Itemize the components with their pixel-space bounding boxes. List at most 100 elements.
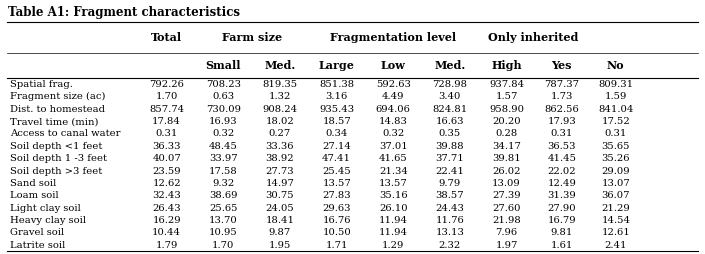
Text: Total: Total <box>151 32 182 43</box>
Text: 17.93: 17.93 <box>548 117 576 126</box>
Text: 31.39: 31.39 <box>548 191 576 200</box>
Text: 12.49: 12.49 <box>547 179 576 188</box>
Text: 32.43: 32.43 <box>152 191 181 200</box>
Text: 857.74: 857.74 <box>149 105 184 114</box>
Text: 13.57: 13.57 <box>379 179 407 188</box>
Text: 12.61: 12.61 <box>601 228 630 237</box>
Text: Light clay soil: Light clay soil <box>10 204 80 213</box>
Text: 18.02: 18.02 <box>266 117 294 126</box>
Text: 13.13: 13.13 <box>436 228 465 237</box>
Text: 3.40: 3.40 <box>439 92 461 101</box>
Text: 21.34: 21.34 <box>379 167 407 176</box>
Text: 851.38: 851.38 <box>319 80 354 89</box>
Text: 1.70: 1.70 <box>212 241 235 250</box>
Text: 35.16: 35.16 <box>379 191 407 200</box>
Text: 1.29: 1.29 <box>382 241 405 250</box>
Text: 824.81: 824.81 <box>432 105 467 114</box>
Text: 38.69: 38.69 <box>209 191 238 200</box>
Text: 1.59: 1.59 <box>605 92 627 101</box>
Text: 908.24: 908.24 <box>262 105 298 114</box>
Text: 26.43: 26.43 <box>152 204 181 213</box>
Text: 22.41: 22.41 <box>436 167 465 176</box>
Text: 1.97: 1.97 <box>496 241 517 250</box>
Text: 7.96: 7.96 <box>496 228 517 237</box>
Text: 0.31: 0.31 <box>605 130 627 138</box>
Text: Only inherited: Only inherited <box>489 32 579 43</box>
Text: 1.71: 1.71 <box>326 241 348 250</box>
Text: Fragment size (ac): Fragment size (ac) <box>10 92 105 101</box>
Text: Access to canal water: Access to canal water <box>10 130 121 138</box>
Text: 9.79: 9.79 <box>439 179 461 188</box>
Text: 27.14: 27.14 <box>322 142 351 151</box>
Text: 21.29: 21.29 <box>601 204 630 213</box>
Text: 11.76: 11.76 <box>436 216 465 225</box>
Text: 35.26: 35.26 <box>601 154 630 163</box>
Text: 16.76: 16.76 <box>322 216 351 225</box>
Text: 34.17: 34.17 <box>492 142 521 151</box>
Text: 17.52: 17.52 <box>601 117 630 126</box>
Text: 39.81: 39.81 <box>492 154 521 163</box>
Text: Small: Small <box>206 60 241 71</box>
Text: 16.79: 16.79 <box>548 216 576 225</box>
Text: Med.: Med. <box>434 60 465 71</box>
Text: 23.59: 23.59 <box>152 167 181 176</box>
Text: 24.05: 24.05 <box>266 204 294 213</box>
Text: 592.63: 592.63 <box>376 80 411 89</box>
Text: 26.10: 26.10 <box>379 204 407 213</box>
Text: 9.87: 9.87 <box>269 228 291 237</box>
Text: Dist. to homestead: Dist. to homestead <box>10 105 105 114</box>
Text: 819.35: 819.35 <box>262 80 298 89</box>
Text: 38.57: 38.57 <box>436 191 464 200</box>
Text: 14.83: 14.83 <box>379 117 407 126</box>
Text: 841.04: 841.04 <box>598 105 633 114</box>
Text: Soil depth >3 feet: Soil depth >3 feet <box>10 167 102 176</box>
Text: 9.32: 9.32 <box>212 179 235 188</box>
Text: 1.95: 1.95 <box>269 241 291 250</box>
Text: Spatial frag.: Spatial frag. <box>10 80 73 89</box>
Text: Med.: Med. <box>264 60 295 71</box>
Text: 37.71: 37.71 <box>436 154 465 163</box>
Text: 1.32: 1.32 <box>269 92 291 101</box>
Text: Table A1: Fragment characteristics: Table A1: Fragment characteristics <box>8 6 240 19</box>
Text: High: High <box>491 60 522 71</box>
Text: Low: Low <box>381 60 405 71</box>
Text: 809.31: 809.31 <box>598 80 633 89</box>
Text: 730.09: 730.09 <box>206 105 241 114</box>
Text: 792.26: 792.26 <box>149 80 184 89</box>
Text: 27.39: 27.39 <box>492 191 521 200</box>
Text: 33.97: 33.97 <box>209 154 238 163</box>
Text: 0.63: 0.63 <box>212 92 234 101</box>
Text: 36.53: 36.53 <box>548 142 576 151</box>
Text: 27.83: 27.83 <box>322 191 351 200</box>
Text: 0.31: 0.31 <box>156 130 178 138</box>
Text: 2.32: 2.32 <box>439 241 461 250</box>
Text: 0.31: 0.31 <box>551 130 573 138</box>
Text: 0.34: 0.34 <box>326 130 348 138</box>
Text: 25.65: 25.65 <box>209 204 238 213</box>
Text: 17.84: 17.84 <box>152 117 181 126</box>
Text: 0.35: 0.35 <box>439 130 461 138</box>
Text: 17.58: 17.58 <box>209 167 238 176</box>
Text: 27.90: 27.90 <box>548 204 576 213</box>
Text: 958.90: 958.90 <box>489 105 524 114</box>
Text: Loam soil: Loam soil <box>10 191 59 200</box>
Text: 33.36: 33.36 <box>266 142 294 151</box>
Text: 787.37: 787.37 <box>544 80 580 89</box>
Text: 35.65: 35.65 <box>601 142 630 151</box>
Text: 16.29: 16.29 <box>152 216 181 225</box>
Text: 10.44: 10.44 <box>152 228 181 237</box>
Text: 18.57: 18.57 <box>322 117 351 126</box>
Text: 36.07: 36.07 <box>601 191 630 200</box>
Text: 694.06: 694.06 <box>376 105 411 114</box>
Text: 935.43: 935.43 <box>319 105 354 114</box>
Text: Large: Large <box>319 60 355 71</box>
Text: 13.70: 13.70 <box>209 216 238 225</box>
Text: 728.98: 728.98 <box>432 80 467 89</box>
Text: 36.33: 36.33 <box>152 142 181 151</box>
Text: 41.45: 41.45 <box>547 154 577 163</box>
Text: 10.95: 10.95 <box>209 228 238 237</box>
Text: 0.28: 0.28 <box>496 130 517 138</box>
Text: 0.32: 0.32 <box>382 130 405 138</box>
Text: 11.94: 11.94 <box>379 228 407 237</box>
Text: 16.93: 16.93 <box>209 117 238 126</box>
